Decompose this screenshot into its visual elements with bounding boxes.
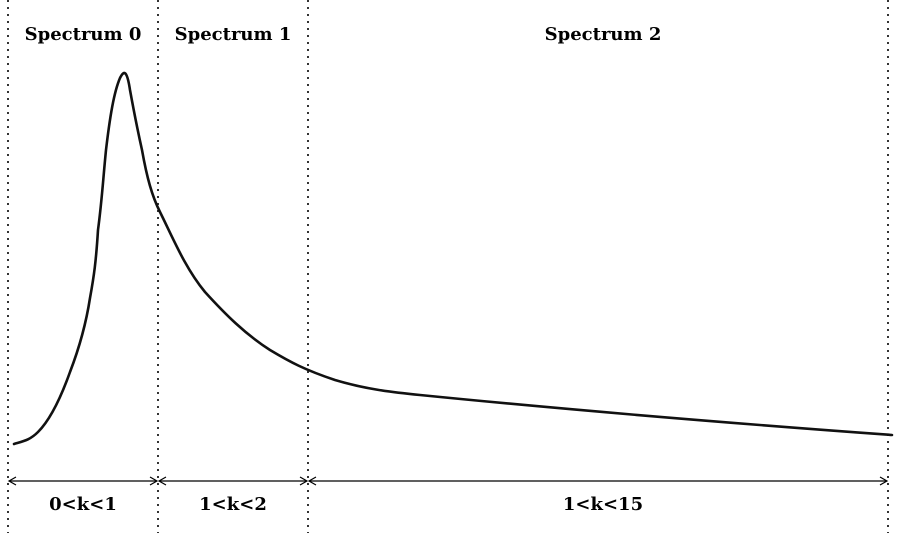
spectrum-curve xyxy=(12,71,894,446)
spectrum-2-title: Spectrum 2 xyxy=(545,24,662,45)
range-arrow-2 xyxy=(307,476,889,486)
range-arrow-0 xyxy=(7,476,159,486)
spectrum-0-range: 0<k<1 xyxy=(49,494,117,515)
spectrum-1-title: Spectrum 1 xyxy=(175,24,292,45)
spectrum-0-title: Spectrum 0 xyxy=(25,24,142,45)
range-arrow-1 xyxy=(157,476,309,486)
spectrum-2-range: 1<k<15 xyxy=(563,494,643,515)
spectrum-1-range: 1<k<2 xyxy=(199,494,267,515)
